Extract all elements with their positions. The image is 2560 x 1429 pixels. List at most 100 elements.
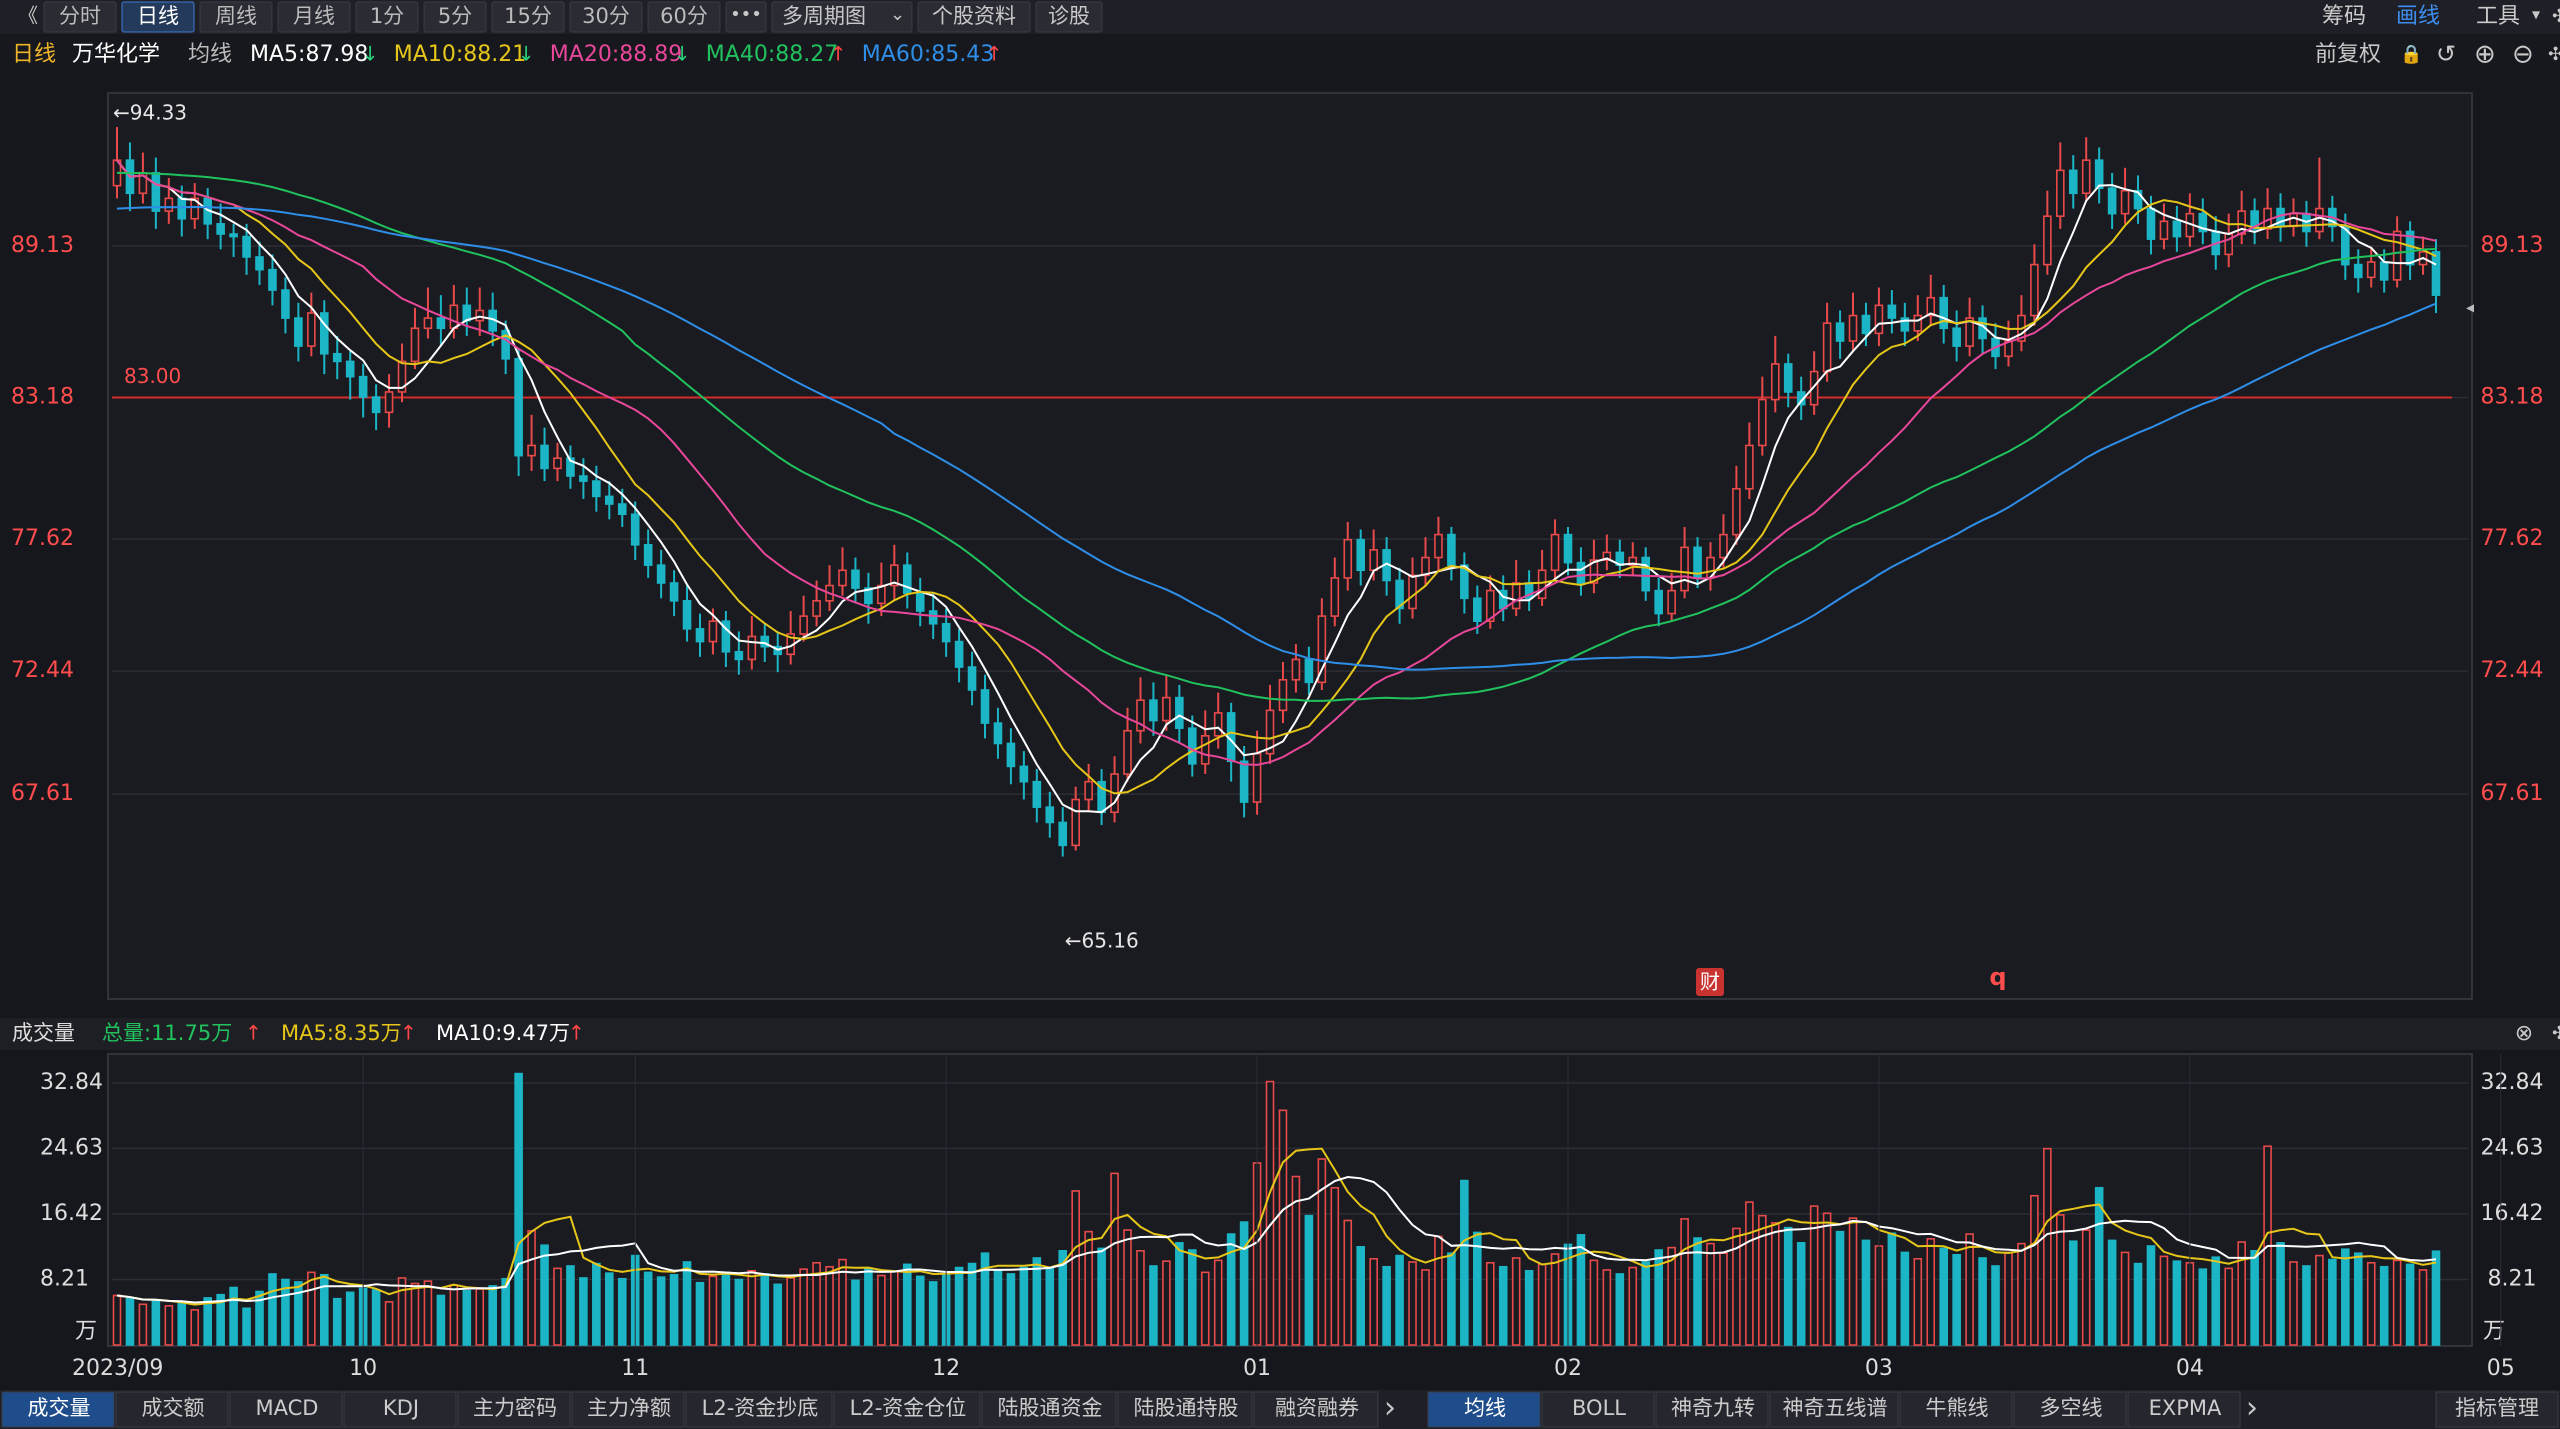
- period-tab-bg-4[interactable]: [355, 1, 419, 33]
- more-button-bg[interactable]: [725, 1, 767, 33]
- overlay-scroll-right-icon[interactable]: ›: [2246, 1391, 2258, 1426]
- overlay-tab-bg[interactable]: [1899, 1391, 2013, 1428]
- volume-bar-down: [2328, 1258, 2337, 1346]
- volume-bar-down: [255, 1290, 264, 1346]
- diagnose-bg[interactable]: [1035, 1, 1103, 33]
- ma-legend: 日线 万华化学 均线 MA5:87.98↓ MA10:88.21↓ MA20:88.89↓…: [12, 40, 2560, 70]
- candle-down: [592, 480, 601, 498]
- overlay-tab-3[interactable]: 神奇五线谱: [1783, 1396, 1888, 1420]
- period-tab-分时[interactable]: 分时: [59, 4, 101, 28]
- period-tab-5分[interactable]: 5分: [438, 4, 472, 28]
- overlay-tab-bg[interactable]: [2013, 1391, 2127, 1428]
- candle-down: [928, 610, 938, 625]
- volume-bar-down: [1032, 1257, 1042, 1346]
- volume-bar-down: [462, 1289, 472, 1346]
- indicator-tab-bg[interactable]: [457, 1391, 571, 1428]
- overlay-tab-bg[interactable]: [1427, 1391, 1541, 1428]
- volume-bar-up: [2055, 1214, 2065, 1346]
- zoom-in-icon[interactable]: ⊕: [2474, 40, 2496, 70]
- indicator-tab-7[interactable]: L2-资金仓位: [850, 1396, 967, 1420]
- overlay-tab-bg[interactable]: [2127, 1391, 2241, 1428]
- volume-bar-down: [1524, 1269, 1534, 1346]
- indicator-tab-9[interactable]: 陆股通持股: [1134, 1396, 1239, 1420]
- period-tab-bg-6[interactable]: [491, 1, 565, 33]
- indicator-tab-bg[interactable]: [833, 1391, 981, 1428]
- overlay-tab-2[interactable]: 神奇九转: [1671, 1396, 1755, 1420]
- tabs-scroll-right-icon[interactable]: ›: [1384, 1391, 1396, 1426]
- zoom-out-icon[interactable]: ⊖: [2512, 40, 2534, 70]
- overlay-tab-0[interactable]: 均线: [1464, 1396, 1506, 1420]
- overlay-tab-4[interactable]: 牛熊线: [1926, 1396, 1989, 1420]
- candle-down: [1006, 742, 1016, 768]
- indicator-tab-4[interactable]: 主力密码: [473, 1396, 557, 1420]
- overlay-tab-6[interactable]: EXPMA: [2149, 1396, 2222, 1420]
- indicator-tab-bg[interactable]: [229, 1391, 343, 1428]
- reference-line-label: 83.00: [124, 364, 181, 388]
- indicator-tab-bg[interactable]: [981, 1391, 1117, 1428]
- overlay-tab-bg[interactable]: [1655, 1391, 1769, 1428]
- candle-up: [1200, 735, 1210, 765]
- period-tab-日线[interactable]: 日线: [137, 4, 179, 28]
- profile-bg[interactable]: [917, 1, 1031, 33]
- toolbar-right-工具[interactable]: 工具: [2476, 4, 2520, 29]
- period-tab-bg-1[interactable]: [121, 1, 195, 33]
- indicator-tab-bg[interactable]: [1253, 1391, 1379, 1428]
- indicator-tab-3[interactable]: KDJ: [383, 1396, 419, 1420]
- volume-bar-down: [1187, 1249, 1197, 1346]
- diagnose-button[interactable]: 诊股: [1048, 4, 1090, 28]
- indicator-tab-6[interactable]: L2-资金抄底: [702, 1396, 819, 1420]
- adjust-label[interactable]: 前复权: [2315, 42, 2381, 67]
- period-tab-bg-7[interactable]: [569, 1, 643, 33]
- close-volume-icon[interactable]: ⊗: [2515, 1021, 2533, 1046]
- config-icon[interactable]: ✣: [2548, 44, 2560, 65]
- indicator-tab-bg[interactable]: [1117, 1391, 1253, 1428]
- period-tab-60分[interactable]: 60分: [660, 4, 708, 28]
- indicator-tab-bg[interactable]: [115, 1391, 229, 1428]
- overlay-tab-bg[interactable]: [1769, 1391, 1899, 1428]
- indicator-tab-2[interactable]: MACD: [256, 1396, 319, 1420]
- undo-icon[interactable]: ↺: [2436, 40, 2456, 68]
- indicator-tab-bg[interactable]: [571, 1391, 685, 1428]
- multi-period-bg[interactable]: [771, 1, 913, 33]
- indicator-tab-bg[interactable]: [343, 1391, 457, 1428]
- indicator-tab-1[interactable]: 成交额: [142, 1396, 205, 1420]
- candle-up: [1071, 798, 1080, 847]
- period-tab-1分[interactable]: 1分: [370, 4, 404, 28]
- indicator-manage-button[interactable]: 指标管理: [2455, 1396, 2539, 1420]
- indicator-manage-bg[interactable]: [2435, 1391, 2559, 1428]
- period-tab-30分[interactable]: 30分: [582, 4, 630, 28]
- overlay-tab-5[interactable]: 多空线: [2040, 1396, 2103, 1420]
- period-tab-月线[interactable]: 月线: [293, 4, 335, 28]
- indicator-tab-10[interactable]: 融资融券: [1275, 1396, 1359, 1420]
- settings-icon[interactable]: ✣: [2552, 6, 2560, 27]
- overlay-tab-bg[interactable]: [1541, 1391, 1655, 1428]
- indicator-tab-bg[interactable]: [1, 1391, 115, 1428]
- volume-bar-down: [1641, 1261, 1651, 1346]
- more-button[interactable]: •••: [730, 4, 762, 25]
- period-tab-bg-5[interactable]: [423, 1, 487, 33]
- volume-config-icon[interactable]: ✣: [2552, 1023, 2560, 1044]
- period-tab-bg-2[interactable]: [199, 1, 273, 33]
- period-tab-bg-3[interactable]: [277, 1, 351, 33]
- period-tab-15分[interactable]: 15分: [504, 4, 552, 28]
- candle-down: [2379, 261, 2389, 281]
- lock-icon[interactable]: 🔒: [2400, 44, 2422, 65]
- candle-up: [1732, 487, 1741, 536]
- overlay-tab-1[interactable]: BOLL: [1572, 1396, 1626, 1420]
- indicator-tab-8[interactable]: 陆股通资金: [998, 1396, 1103, 1420]
- event-finance-icon[interactable]: 财: [1700, 970, 1720, 994]
- event-finance-bg[interactable]: [1696, 968, 1724, 996]
- toolbar-right-画线[interactable]: 画线: [2396, 4, 2440, 29]
- indicator-tab-5[interactable]: 主力净额: [587, 1396, 671, 1420]
- indicator-tab-bg[interactable]: [685, 1391, 833, 1428]
- profile-button[interactable]: 个股资料: [932, 4, 1016, 28]
- period-tab-bg-8[interactable]: [647, 1, 721, 33]
- indicator-tab-0[interactable]: 成交量: [28, 1396, 91, 1420]
- period-tab-周线[interactable]: 周线: [215, 4, 257, 28]
- back-button[interactable]: 《: [18, 4, 38, 28]
- period-tab-bg-0[interactable]: [43, 1, 117, 33]
- multi-period-button[interactable]: 多周期图: [782, 4, 866, 28]
- current-price-pointer-icon: ◂: [2466, 298, 2474, 317]
- toolbar-right-筹码[interactable]: 筹码: [2322, 4, 2366, 29]
- event-q-icon[interactable]: q: [1989, 963, 2006, 991]
